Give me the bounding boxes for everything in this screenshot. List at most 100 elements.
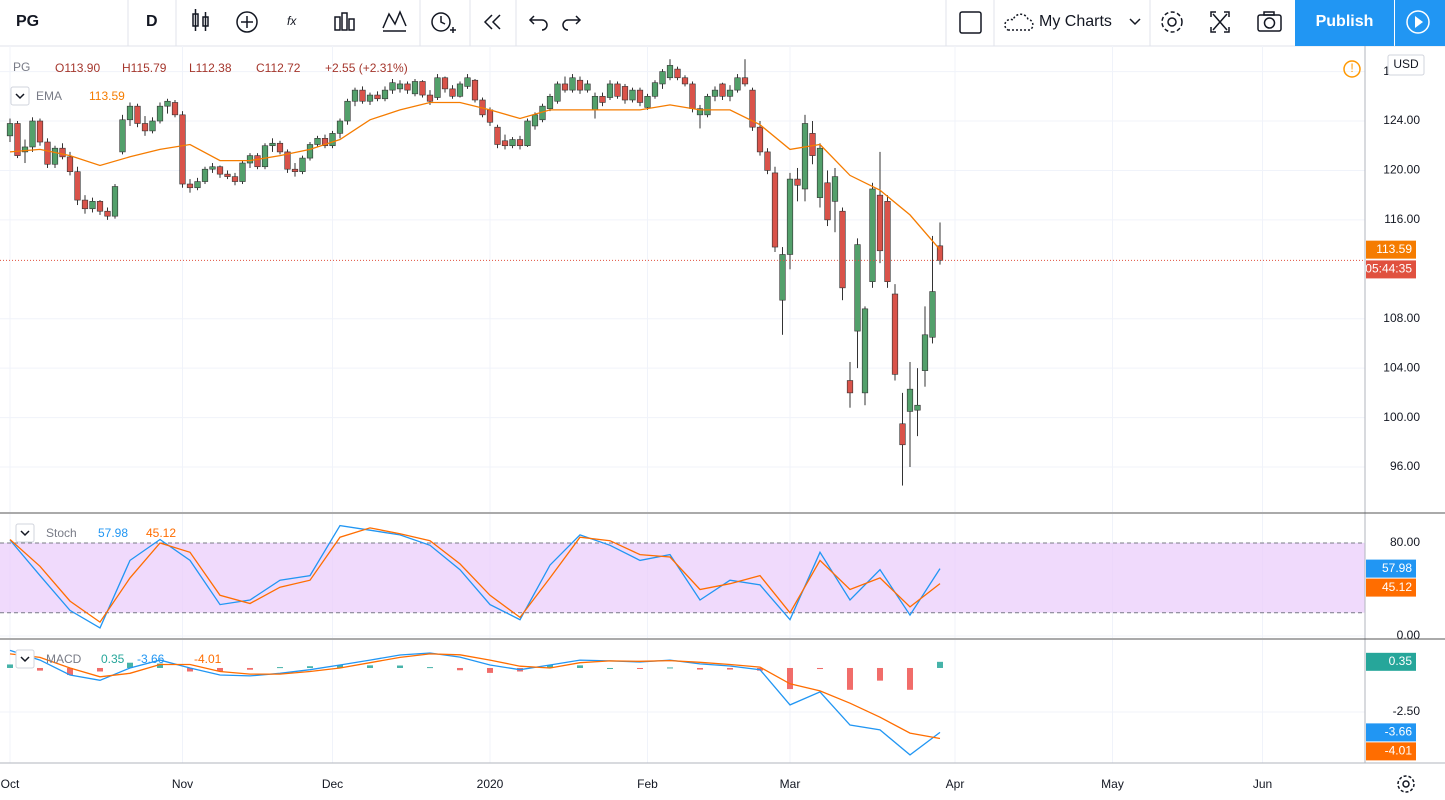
alert-icon[interactable]	[431, 12, 456, 33]
value-tag: 57.98	[1382, 561, 1412, 575]
candle-body	[359, 89, 366, 102]
candle-body	[921, 334, 929, 371]
candle-body	[749, 89, 756, 128]
candle-body	[606, 83, 614, 98]
settings-icon[interactable]	[1397, 775, 1415, 793]
candle-body	[914, 404, 921, 411]
candle-body	[734, 77, 741, 91]
candle-body	[351, 89, 359, 102]
candle-body	[869, 188, 876, 282]
histogram-bar	[306, 666, 313, 668]
fullscreen-icon[interactable]	[1210, 11, 1230, 33]
toolbar: PG D fx My Charts Publish	[0, 0, 1445, 47]
histogram-bar	[186, 667, 193, 672]
candle-body	[224, 173, 231, 177]
candle-body	[741, 77, 749, 85]
chevron[interactable]	[1129, 18, 1141, 26]
candle-body	[839, 210, 846, 289]
candle-body	[494, 126, 501, 145]
candle-body	[621, 86, 629, 101]
layout-icon[interactable]	[959, 11, 982, 34]
histogram-bar	[456, 667, 463, 671]
warning-icon[interactable]	[1343, 60, 1361, 78]
histogram-bar	[846, 667, 853, 690]
publish-label[interactable]: Publish	[1316, 13, 1374, 30]
histogram-bar	[126, 662, 133, 668]
histogram-bar	[426, 667, 433, 669]
candle-body	[36, 120, 44, 143]
collapse-button[interactable]	[15, 523, 35, 543]
histogram-bar	[606, 667, 613, 669]
candle-body	[471, 79, 479, 101]
candle-body	[884, 201, 891, 282]
symbol[interactable]: PG	[16, 13, 39, 30]
play-icon	[1415, 16, 1423, 28]
y-tick-label: -2.50	[1393, 704, 1421, 718]
legend-close: C112.72	[256, 61, 301, 75]
candle-body	[194, 181, 201, 189]
settings-icon[interactable]	[1161, 11, 1183, 33]
macd-signal-value: -4.01	[194, 652, 222, 666]
undo-icon[interactable]	[528, 15, 548, 31]
candle-body	[644, 95, 651, 108]
value-tag: 0.35	[1389, 654, 1413, 668]
candle-body	[636, 89, 644, 103]
candle-body	[554, 83, 561, 102]
x-tick-label: Feb	[637, 777, 658, 791]
plot-area: 96.00 100.00 104.00 108.00 116.00 120.00 124.0…	[0, 46, 1420, 763]
alert-icon-a[interactable]	[382, 10, 407, 32]
candle-body	[846, 380, 854, 394]
my-charts[interactable]: My Charts	[1039, 13, 1112, 30]
legend-open: O113.90	[55, 61, 100, 75]
indicators-icon[interactable]: fx	[287, 14, 297, 28]
replay-icon[interactable]	[483, 14, 501, 30]
cloud-icon	[1004, 13, 1034, 31]
candle-body	[426, 94, 434, 102]
candle-body	[134, 105, 141, 124]
x-tick-label: 2020	[477, 777, 504, 791]
candle-body	[119, 119, 126, 153]
candle-body	[591, 95, 599, 111]
histogram-bar	[366, 665, 373, 668]
chevron	[15, 93, 25, 100]
y-tick-label: 116.00	[1384, 212, 1420, 226]
candle-body	[321, 138, 329, 147]
histogram-bar	[726, 667, 733, 670]
interval[interactable]: D	[146, 13, 158, 30]
histogram-bar	[786, 667, 793, 690]
histogram-bar	[96, 667, 103, 672]
candle-body	[51, 147, 59, 165]
compare-icon[interactable]	[236, 11, 258, 33]
x-tick-label: Oct	[1, 777, 20, 791]
bar-style-icon[interactable]	[192, 9, 209, 31]
candle-body	[269, 142, 276, 147]
candle-body	[771, 172, 779, 248]
histogram-bar	[486, 667, 493, 673]
redo-icon[interactable]	[562, 15, 582, 31]
candle-body	[186, 183, 194, 189]
y-tick-label: 120.00	[1383, 163, 1420, 177]
collapse-button[interactable]	[10, 86, 30, 106]
candle-body	[786, 178, 794, 255]
candle-body	[674, 68, 681, 79]
candle-body	[261, 145, 269, 168]
candle-body	[501, 140, 509, 147]
candle-body	[809, 133, 816, 156]
snapshot-icon[interactable]	[1257, 11, 1282, 32]
collapse-button[interactable]	[15, 649, 35, 669]
play-icon	[1406, 10, 1430, 34]
histogram-bar	[876, 667, 883, 681]
candle-body	[141, 123, 149, 132]
candle-body	[171, 102, 179, 116]
candle-body	[179, 114, 186, 185]
y-tick-label: 96.00	[1390, 459, 1420, 473]
ema-price-tag: 113.59	[1376, 242, 1412, 256]
candle-body	[254, 155, 261, 168]
histogram-bar	[156, 663, 163, 668]
candle-body	[801, 123, 809, 190]
templates-icon[interactable]	[334, 12, 355, 31]
candle-body	[561, 83, 569, 91]
histogram-bar	[66, 667, 73, 676]
publish-button[interactable]	[1295, 0, 1394, 46]
y-tick-label: 108.00	[1383, 311, 1420, 325]
